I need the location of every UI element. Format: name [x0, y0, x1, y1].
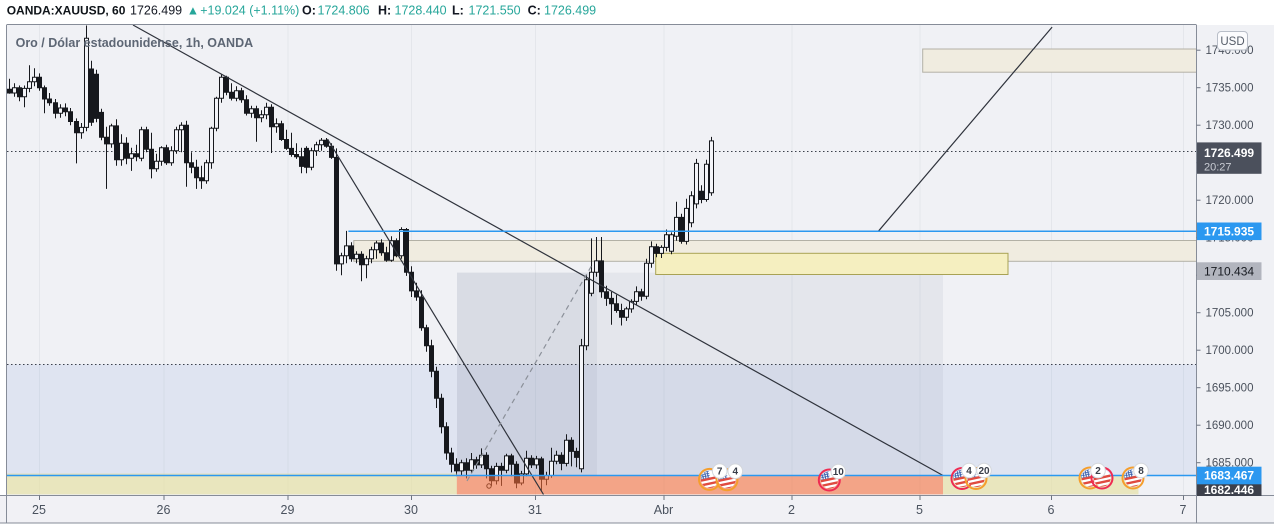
svg-text:1695.000: 1695.000 [1206, 383, 1254, 395]
svg-text:2: 2 [1095, 466, 1101, 477]
svg-text:1705.000: 1705.000 [1206, 308, 1254, 320]
svg-text:2: 2 [788, 503, 795, 517]
svg-text:31: 31 [528, 503, 542, 517]
svg-text:10: 10 [833, 467, 845, 478]
svg-text:25: 25 [32, 503, 46, 517]
svg-text:1690.000: 1690.000 [1206, 420, 1254, 432]
svg-text:1730.000: 1730.000 [1206, 120, 1254, 132]
svg-text:30: 30 [404, 503, 418, 517]
svg-text:1726.499: 1726.499 [1204, 146, 1254, 160]
svg-text:1700.000: 1700.000 [1206, 345, 1254, 357]
svg-text:1710.434: 1710.434 [1204, 264, 1254, 278]
svg-text:1683.467: 1683.467 [1204, 469, 1254, 483]
svg-text:5: 5 [916, 503, 923, 517]
svg-text:USD: USD [1220, 36, 1244, 48]
svg-text:1720.000: 1720.000 [1206, 195, 1254, 207]
svg-text:4: 4 [733, 467, 739, 478]
svg-text:Abr: Abr [654, 503, 673, 517]
svg-text:26: 26 [157, 503, 171, 517]
svg-text:20: 20 [978, 466, 990, 477]
svg-text:29: 29 [281, 503, 295, 517]
svg-text:8: 8 [1138, 466, 1144, 477]
svg-text:7: 7 [717, 466, 723, 477]
svg-text:4: 4 [966, 466, 972, 477]
svg-text:1715.935: 1715.935 [1204, 225, 1254, 239]
svg-text:7: 7 [1180, 503, 1187, 517]
svg-text:1735.000: 1735.000 [1206, 83, 1254, 95]
svg-text:6: 6 [1048, 503, 1055, 517]
svg-text:20:27: 20:27 [1204, 162, 1232, 174]
svg-text:1682.446: 1682.446 [1204, 483, 1254, 497]
svg-text:Oro / Dólar estadounidense, 1h: Oro / Dólar estadounidense, 1h, OANDA [16, 36, 254, 50]
